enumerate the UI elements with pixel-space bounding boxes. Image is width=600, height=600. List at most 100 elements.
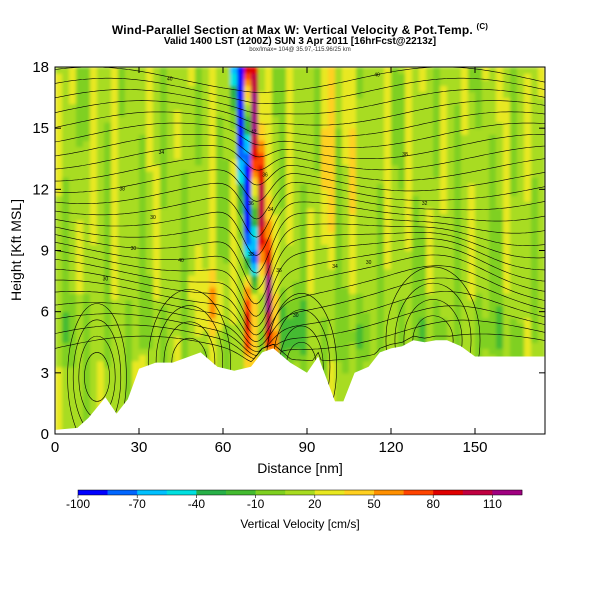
velocity-cell <box>342 73 350 80</box>
velocity-cell <box>146 219 154 227</box>
velocity-cell <box>223 128 231 135</box>
isentrope-label: 30 <box>293 313 299 319</box>
velocity-cell <box>216 348 224 356</box>
velocity-cell <box>237 115 245 123</box>
velocity-cell <box>83 256 91 264</box>
velocity-cell <box>244 140 252 148</box>
velocity-cell <box>104 219 112 227</box>
velocity-cell <box>524 177 532 184</box>
velocity-cell <box>524 103 532 111</box>
velocity-cell <box>223 348 231 356</box>
velocity-cell <box>398 201 406 209</box>
velocity-cell <box>132 305 140 313</box>
velocity-cell <box>342 366 350 374</box>
velocity-cell <box>181 85 189 93</box>
velocity-cell <box>314 317 322 325</box>
velocity-cell <box>412 311 420 319</box>
velocity-cell <box>195 67 203 74</box>
velocity-cell <box>160 164 168 172</box>
velocity-cell <box>132 146 140 154</box>
velocity-cell <box>314 238 322 245</box>
velocity-cell <box>363 79 371 86</box>
velocity-cell <box>62 128 70 135</box>
velocity-cell <box>230 232 238 239</box>
velocity-cell <box>244 128 252 135</box>
velocity-cell <box>76 256 84 264</box>
velocity-cell <box>209 152 217 160</box>
velocity-cell <box>223 67 231 74</box>
velocity-cell <box>244 323 252 331</box>
velocity-cell <box>55 274 63 282</box>
velocity-cell <box>342 67 350 74</box>
velocity-cell <box>433 311 441 319</box>
velocity-cell <box>160 238 168 245</box>
velocity-cell <box>314 226 322 233</box>
velocity-cell <box>167 256 175 264</box>
velocity-cell <box>139 170 147 178</box>
velocity-cell <box>503 274 511 282</box>
velocity-cell <box>384 287 392 294</box>
velocity-cell <box>391 274 399 282</box>
velocity-cell <box>188 287 196 294</box>
velocity-cell <box>104 244 112 252</box>
velocity-cell <box>265 128 273 135</box>
velocity-cell <box>55 287 63 294</box>
velocity-cell <box>237 360 245 368</box>
velocity-cell <box>468 281 476 288</box>
velocity-cell <box>55 183 63 190</box>
velocity-cell <box>90 366 98 374</box>
velocity-cell <box>321 201 329 209</box>
velocity-cell <box>167 97 175 105</box>
velocity-cell <box>230 268 238 276</box>
velocity-cell <box>69 348 77 356</box>
velocity-cell <box>461 342 469 349</box>
velocity-cell <box>111 305 119 313</box>
velocity-cell <box>496 115 504 123</box>
velocity-cell <box>468 299 476 307</box>
velocity-cell <box>293 115 301 123</box>
velocity-cell <box>76 323 84 331</box>
velocity-cell <box>328 385 336 392</box>
velocity-cell <box>398 287 406 294</box>
velocity-cell <box>90 250 98 258</box>
velocity-cell <box>237 305 245 313</box>
velocity-cell <box>90 152 98 160</box>
velocity-cell <box>447 122 455 129</box>
velocity-cell <box>440 323 448 331</box>
velocity-cell <box>90 256 98 264</box>
velocity-cell <box>300 330 308 337</box>
x-tick-label: 150 <box>462 439 487 456</box>
velocity-cell <box>146 262 154 270</box>
velocity-cell <box>132 336 140 343</box>
velocity-cell <box>83 262 91 270</box>
velocity-cell <box>433 244 441 252</box>
velocity-cell <box>447 299 455 307</box>
velocity-cell <box>377 232 385 239</box>
velocity-cell <box>293 330 301 337</box>
velocity-cell <box>237 281 245 288</box>
isentrope-label: 42 <box>251 130 257 136</box>
velocity-cell <box>167 103 175 111</box>
velocity-cell <box>384 281 392 288</box>
velocity-cell <box>356 287 364 294</box>
velocity-cell <box>538 317 545 325</box>
velocity-cell <box>244 164 252 172</box>
velocity-cell <box>272 323 280 331</box>
velocity-cell <box>363 189 371 197</box>
velocity-cell <box>349 79 357 86</box>
velocity-cell <box>391 134 399 141</box>
velocity-cell <box>433 91 441 99</box>
velocity-cell <box>209 109 217 117</box>
velocity-cell <box>461 274 469 282</box>
isentrope-label: 32 <box>422 201 428 207</box>
velocity-cell <box>524 85 532 93</box>
velocity-cell <box>216 262 224 270</box>
velocity-cell <box>160 122 168 129</box>
velocity-cell <box>125 207 133 215</box>
velocity-cell <box>349 183 357 190</box>
velocity-cell <box>216 281 224 288</box>
velocity-cell <box>307 330 315 337</box>
velocity-cell <box>83 397 91 405</box>
velocity-cell <box>307 73 315 80</box>
velocity-cell <box>307 226 315 233</box>
